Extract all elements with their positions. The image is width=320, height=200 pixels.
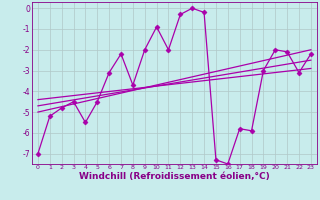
X-axis label: Windchill (Refroidissement éolien,°C): Windchill (Refroidissement éolien,°C) bbox=[79, 172, 270, 181]
